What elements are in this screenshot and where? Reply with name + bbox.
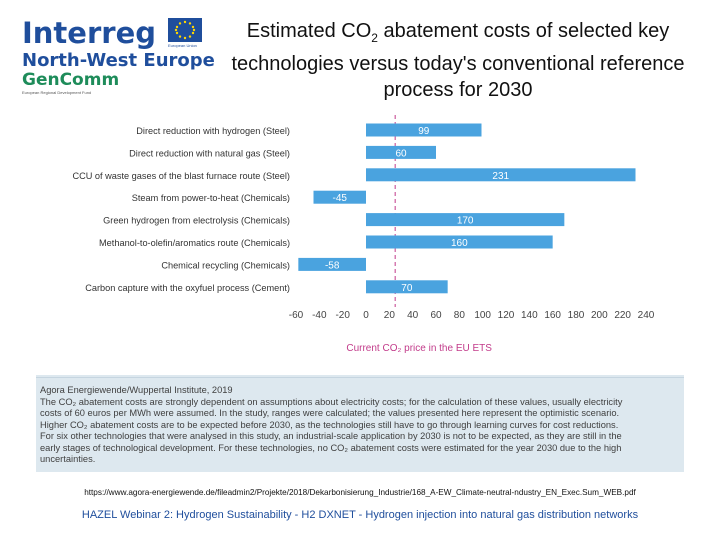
x-tick-label: 200: [591, 310, 608, 321]
x-tick-label: 140: [521, 310, 538, 321]
chart-background: [36, 107, 684, 375]
source-line: The CO₂ abatement costs are strongly dep…: [40, 396, 623, 407]
category-label: Direct reduction with hydrogen (Steel): [136, 126, 290, 136]
bar: [366, 145, 436, 159]
bar-value-label: 170: [457, 216, 474, 227]
category-label: Green hydrogen from electrolysis (Chemic…: [103, 216, 290, 226]
category-label: Chemical recycling (Chemicals): [161, 260, 290, 270]
footer-text: HAZEL Webinar 2: Hydrogen Sustainability…: [81, 509, 639, 521]
x-tick-label: 60: [430, 310, 442, 321]
bar: [366, 168, 636, 182]
interreg-logo: Interreg European Union North-West Europ…: [18, 14, 218, 95]
eu-caption: European Union: [168, 43, 197, 48]
slide-title: Estimated CO2 abatement costs of selecte…: [218, 18, 698, 103]
category-label: Methanol-to-olefin/aromatics route (Chem…: [99, 238, 290, 248]
x-tick-label: 120: [498, 310, 515, 321]
bar-value-label: 160: [451, 238, 468, 249]
source-note: Agora Energiewende/Wuppertal Institute, …: [36, 377, 684, 472]
x-tick-label: 100: [474, 310, 491, 321]
bar-value-label: -58: [325, 260, 340, 271]
title-subscript: 2: [371, 31, 378, 45]
x-tick-label: -60: [289, 310, 304, 321]
x-tick-label: 160: [544, 310, 561, 321]
abatement-cost-chart: -60 -40 -20 0 20 40 60 80 100 120 140 160 180 200 220 2…: [36, 107, 684, 375]
logo-project-text: GenComm: [22, 70, 120, 90]
bar: [366, 235, 553, 249]
source-line: early stages of technological developmen…: [40, 442, 622, 453]
logo-interreg-text: Interreg: [22, 16, 156, 50]
x-tick-label: 80: [454, 310, 466, 321]
category-label: Steam from power-to-heat (Chemicals): [132, 193, 290, 203]
source-line: Agora Energiewende/Wuppertal Institute, …: [40, 385, 233, 395]
x-tick-label: 220: [614, 310, 631, 321]
eu-flag-icon: [168, 18, 202, 42]
category-label: Direct reduction with natural gas (Steel…: [129, 148, 290, 158]
x-tick-label: -40: [312, 310, 327, 321]
bar: [366, 213, 565, 227]
bar: [366, 123, 482, 137]
reference-line-label: Current CO₂ price in the EU ETS: [346, 343, 492, 354]
bar: [313, 190, 366, 204]
bar-value-label: 231: [492, 171, 509, 182]
x-tick-label: 240: [638, 310, 655, 321]
source-url[interactable]: https://www.agora-energiewende.de/filead…: [84, 488, 636, 497]
source-line: Higher CO₂ abatement costs are to be exp…: [40, 419, 619, 430]
bar: [298, 257, 366, 271]
bar-value-label: 70: [401, 283, 413, 294]
logo-region-text: North-West Europe: [22, 50, 215, 71]
logo-fund-text: European Regional Development Fund: [22, 90, 92, 95]
source-line: uncertainties.: [40, 454, 96, 464]
source-line: For six other technologies that were ana…: [40, 431, 622, 441]
x-tick-label: -20: [335, 310, 350, 321]
bar-value-label: -45: [333, 193, 348, 204]
category-label: CCU of waste gases of the blast furnace …: [72, 171, 290, 181]
title-part-2: abatement costs of selected key technolo…: [231, 20, 685, 101]
x-tick-label: 20: [384, 310, 396, 321]
x-tick-label: 40: [407, 310, 419, 321]
title-part-1: Estimated CO: [246, 20, 372, 42]
x-tick-label: 0: [363, 310, 369, 321]
source-line: costs of 60 euros per MWh were assumed. …: [40, 408, 620, 418]
bar: [366, 280, 448, 294]
x-tick-label: 180: [568, 310, 585, 321]
bar-value-label: 60: [395, 148, 407, 159]
category-label: Carbon capture with the oxyfuel process …: [85, 283, 290, 293]
bar-value-label: 99: [418, 126, 430, 137]
